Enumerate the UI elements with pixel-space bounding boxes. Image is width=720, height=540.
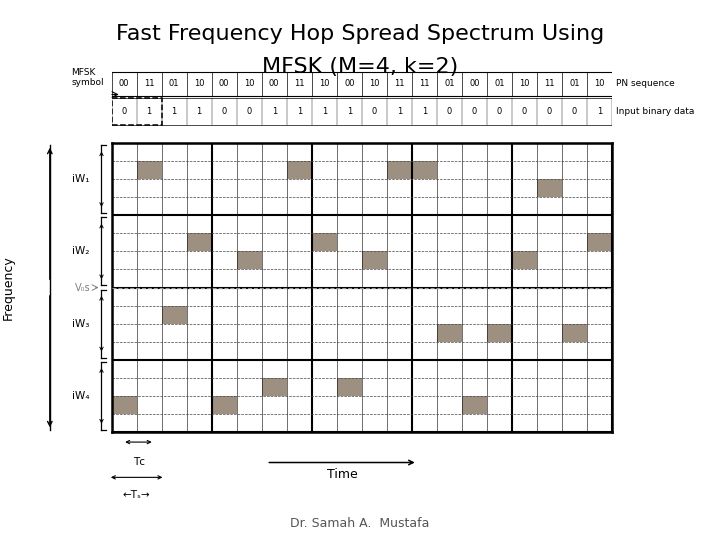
Text: 01: 01 <box>444 79 454 89</box>
Text: PN sequence: PN sequence <box>616 79 675 89</box>
Bar <box>587 233 612 252</box>
Text: 10: 10 <box>594 79 605 89</box>
Text: ←Tₛ→: ←Tₛ→ <box>123 490 150 500</box>
Text: iW₂: iW₂ <box>72 246 89 256</box>
Text: 01: 01 <box>570 79 580 89</box>
Text: iW₁: iW₁ <box>72 174 89 184</box>
Text: 0: 0 <box>572 107 577 116</box>
Bar <box>337 378 361 396</box>
Text: V₀s: V₀s <box>76 282 91 293</box>
Text: 01: 01 <box>494 79 505 89</box>
Text: 1: 1 <box>322 107 327 116</box>
Text: 10: 10 <box>319 79 330 89</box>
Text: 1: 1 <box>597 107 602 116</box>
Text: 0: 0 <box>246 107 252 116</box>
Text: 11: 11 <box>144 79 154 89</box>
Text: 1: 1 <box>397 107 402 116</box>
Bar <box>161 306 186 323</box>
Text: 0: 0 <box>122 107 127 116</box>
Bar <box>262 378 287 396</box>
Text: 1: 1 <box>346 107 352 116</box>
Text: iW₄: iW₄ <box>72 391 89 401</box>
Text: 11: 11 <box>419 79 430 89</box>
Bar <box>361 252 387 269</box>
Text: MFSK (M=4, k=2): MFSK (M=4, k=2) <box>262 57 458 77</box>
Bar <box>437 323 462 342</box>
Text: 1: 1 <box>271 107 277 116</box>
Text: 01: 01 <box>169 79 179 89</box>
Text: 11: 11 <box>544 79 554 89</box>
Bar <box>186 233 212 252</box>
Text: 1: 1 <box>171 107 177 116</box>
Text: 0: 0 <box>472 107 477 116</box>
Text: 0: 0 <box>522 107 527 116</box>
Text: Input binary data: Input binary data <box>616 107 694 116</box>
Bar <box>387 161 412 179</box>
Text: 00: 00 <box>219 79 230 89</box>
Bar <box>462 396 487 414</box>
Text: 0: 0 <box>446 107 452 116</box>
Text: 1: 1 <box>197 107 202 116</box>
Text: Time: Time <box>327 468 357 482</box>
Text: 11: 11 <box>394 79 405 89</box>
Bar <box>212 396 237 414</box>
Text: 10: 10 <box>519 79 530 89</box>
Text: 0: 0 <box>222 107 227 116</box>
Text: 00: 00 <box>344 79 354 89</box>
Bar <box>412 161 437 179</box>
Text: MFSK
symbol: MFSK symbol <box>71 68 104 87</box>
Bar <box>137 161 162 179</box>
Text: 00: 00 <box>119 79 130 89</box>
Text: 11: 11 <box>294 79 305 89</box>
Bar <box>562 323 587 342</box>
Bar <box>237 252 262 269</box>
Text: 0: 0 <box>546 107 552 116</box>
Bar <box>487 323 512 342</box>
Text: 10: 10 <box>369 79 379 89</box>
Text: 00: 00 <box>469 79 480 89</box>
Text: 1: 1 <box>422 107 427 116</box>
Text: Frequency: Frequency <box>2 255 15 320</box>
Text: 0: 0 <box>497 107 502 116</box>
Text: iW₃: iW₃ <box>72 319 89 329</box>
Text: 10: 10 <box>194 79 204 89</box>
Text: 1: 1 <box>146 107 152 116</box>
Text: 0: 0 <box>372 107 377 116</box>
Bar <box>512 252 537 269</box>
Bar <box>537 179 562 197</box>
Text: 10: 10 <box>244 79 254 89</box>
Text: 1: 1 <box>297 107 302 116</box>
Text: Fast Frequency Hop Spread Spectrum Using: Fast Frequency Hop Spread Spectrum Using <box>116 24 604 44</box>
Bar <box>112 396 137 414</box>
Bar <box>312 233 337 252</box>
Text: Tᴄ: Tᴄ <box>132 457 145 467</box>
Text: 00: 00 <box>269 79 279 89</box>
Bar <box>287 161 312 179</box>
Text: Dr. Samah A.  Mustafa: Dr. Samah A. Mustafa <box>290 517 430 530</box>
